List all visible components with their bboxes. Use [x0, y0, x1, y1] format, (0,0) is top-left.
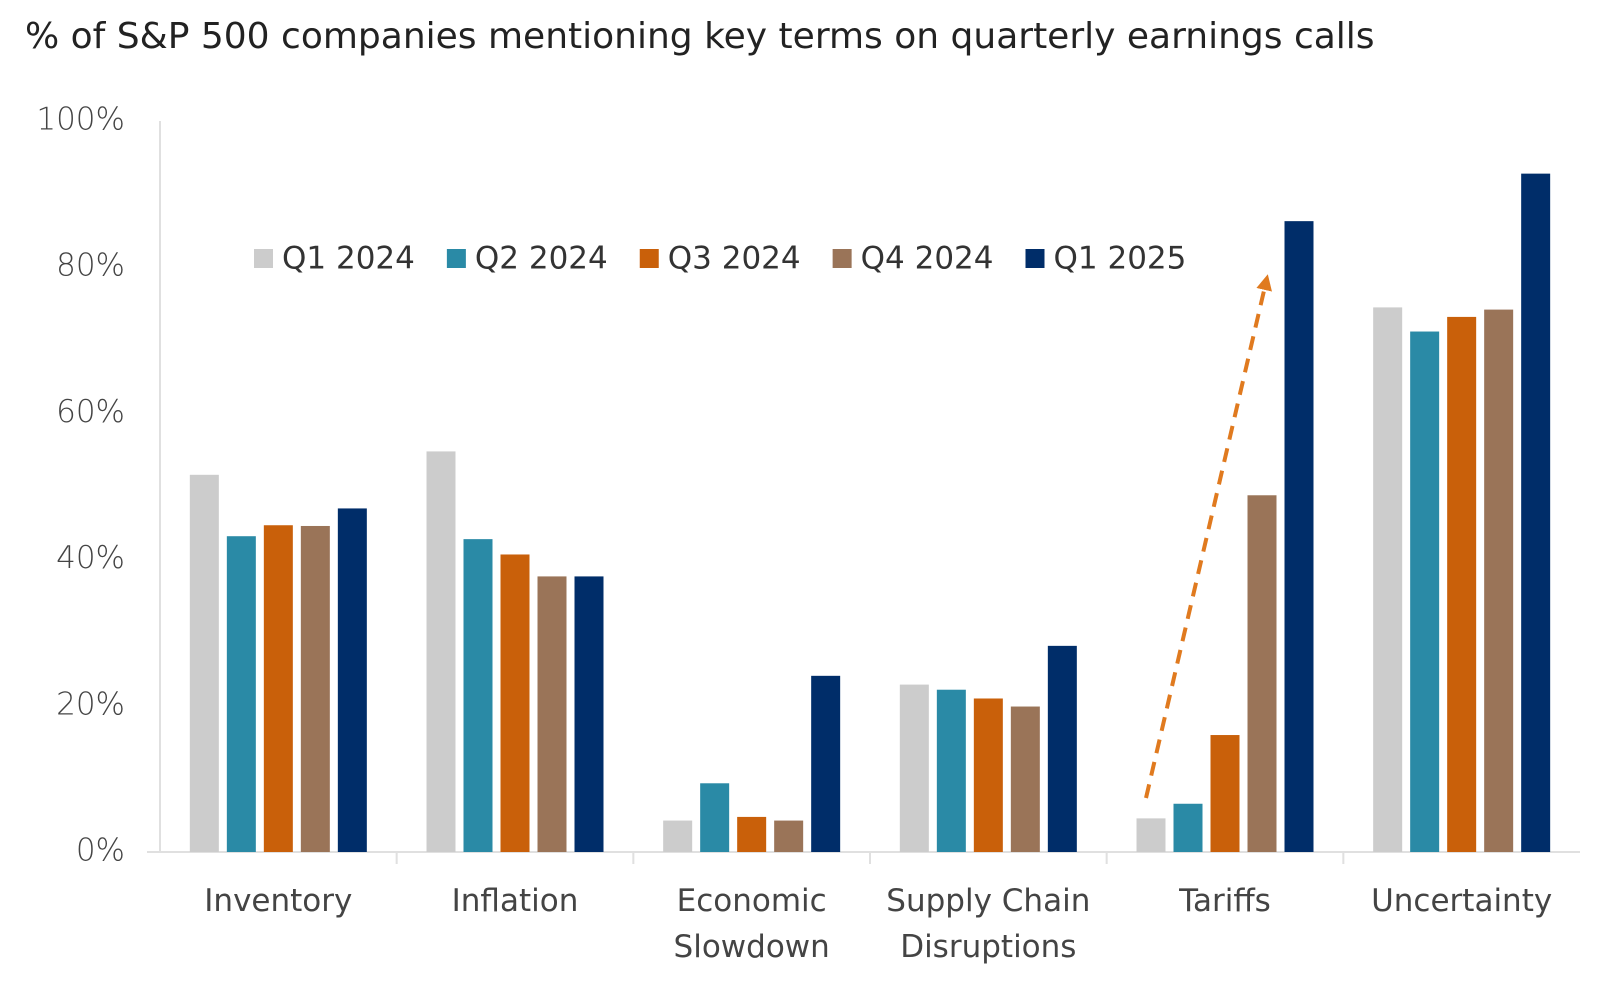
legend-swatch [1025, 249, 1045, 268]
bar [1284, 221, 1314, 853]
bar [1047, 645, 1077, 852]
bar [1373, 307, 1403, 852]
bar [737, 816, 767, 852]
y-tick-label: 60% [56, 394, 125, 430]
x-tick-label-line: Uncertainty [1371, 883, 1552, 919]
y-tick-label: 0% [76, 833, 125, 869]
bar [500, 554, 530, 852]
x-tick-label-line: Inflation [452, 883, 579, 919]
bar [426, 451, 456, 852]
x-tick-label-line: Slowdown [674, 929, 830, 965]
x-tick-label-line: Supply Chain [886, 883, 1090, 919]
legend-swatch [254, 249, 273, 268]
bar [1173, 803, 1203, 852]
x-tick-label: Inventory [204, 883, 352, 919]
bar [1521, 173, 1551, 852]
legend-label: Q1 2024 [282, 241, 415, 277]
bar [337, 508, 367, 852]
x-tick-label: Economic Slowdown [674, 883, 830, 965]
y-tick-label: 20% [56, 686, 125, 722]
y-tick-label: 100% [36, 102, 125, 138]
legend-label: Q2 2024 [475, 241, 608, 277]
bar [1447, 316, 1477, 853]
bar [226, 536, 256, 852]
bar [700, 783, 730, 852]
bar [936, 689, 966, 852]
x-tick-label: Supply Chain Disruptions [886, 883, 1090, 965]
bar [574, 576, 604, 852]
bar [1136, 818, 1166, 852]
legend-swatch [446, 249, 466, 268]
bar [1010, 706, 1040, 852]
legend-swatch [639, 249, 659, 268]
x-tick-label: Tariffs [1178, 883, 1271, 919]
legend-label: Q3 2024 [668, 241, 801, 277]
bar [300, 525, 330, 852]
x-tick-label-line: Disruptions [900, 929, 1076, 965]
bar [1410, 331, 1440, 852]
bar [1210, 735, 1240, 852]
bar [811, 675, 841, 852]
bar [774, 820, 804, 852]
x-tick-label: Uncertainty [1371, 883, 1552, 919]
legend-swatch [832, 249, 852, 268]
x-tick-label-line: Economic [677, 883, 827, 919]
bar [973, 698, 1003, 852]
y-tick-label: 80% [56, 248, 125, 284]
chart-title: % of S&P 500 companies mentioning key te… [25, 16, 1375, 57]
bar [663, 820, 693, 852]
bar [1247, 495, 1277, 852]
trend-arrow [1144, 274, 1272, 799]
bar [189, 474, 219, 852]
x-tick-label-line: Tariffs [1178, 883, 1271, 919]
bar [1484, 309, 1514, 852]
x-tick-label: Inflation [452, 883, 579, 919]
bar [263, 525, 293, 852]
x-tick-label-line: Inventory [204, 883, 352, 919]
y-tick-label: 40% [56, 540, 125, 576]
bar [463, 539, 493, 852]
legend-label: Q4 2024 [861, 241, 994, 277]
legend-label: Q1 2025 [1054, 241, 1187, 277]
bar [899, 684, 929, 852]
bar [537, 576, 567, 852]
